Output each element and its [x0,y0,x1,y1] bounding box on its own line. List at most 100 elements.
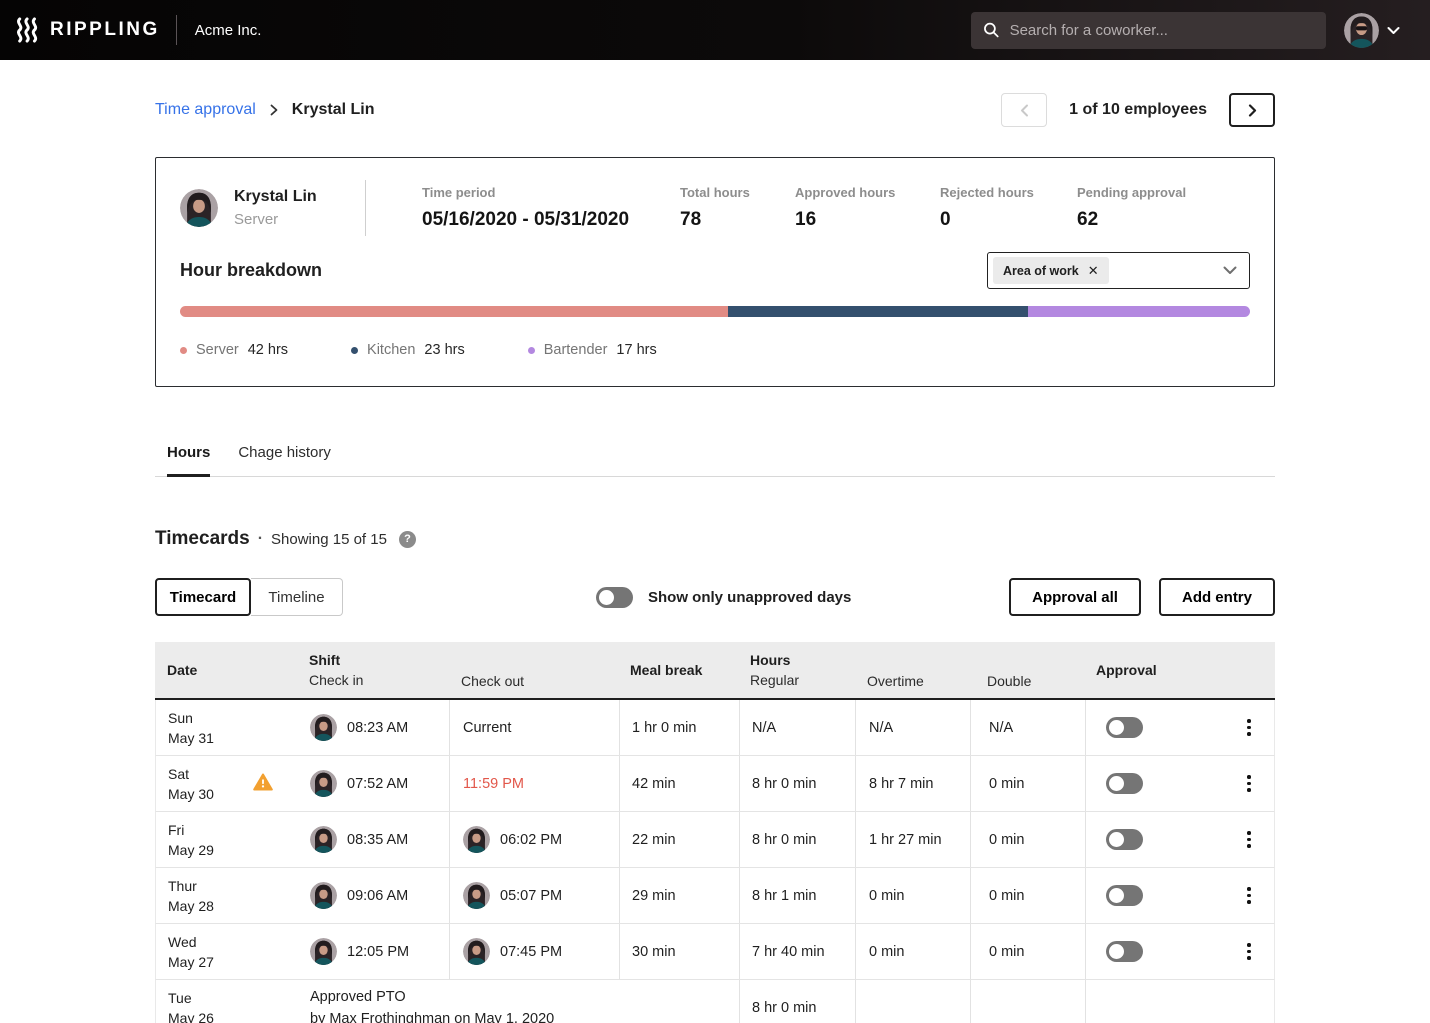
approval-toggle[interactable] [1106,885,1143,906]
check-out-time-alert: 11:59 PM [463,776,524,792]
approval-toggle[interactable] [1106,829,1143,850]
row-date: May 27 [168,954,214,970]
approval-all-button[interactable]: Approval all [1009,578,1141,616]
chevron-down-icon [1223,266,1237,275]
top-navigation-bar: RIPPLING Acme Inc. [0,0,1430,60]
brand-name: RIPPLING [50,19,160,41]
stat-value: 05/16/2020 - 05/31/2020 [422,209,680,231]
timecards-title: Timecards [155,528,250,550]
pto-detail: by Max Frothinghman on May 1, 2020 [310,1011,739,1023]
breadcrumb-chevron-icon [270,104,278,116]
search-input[interactable] [1010,22,1314,39]
double-hours: 0 min [989,888,1024,904]
pto-cell: Approved PTO by Max Frothinghman on May … [297,980,739,1023]
regular-hours: 7 hr 40 min [752,944,825,960]
bar-segment-bartender [1028,306,1250,317]
double-hours: 0 min [989,776,1024,792]
stat-label: Total hours [680,185,795,200]
double-hours: 0 min [989,944,1024,960]
kebab-icon[interactable] [1241,937,1257,966]
col-double: Double [987,673,1084,689]
check-out-time: 05:07 PM [500,888,562,904]
col-shift: Shift [309,652,448,668]
kebab-icon[interactable] [1241,713,1257,742]
col-meal-break: Meal break [630,662,738,678]
check-out-time: 06:02 PM [500,832,562,848]
regular-hours: 8 hr 0 min [752,832,816,848]
chevron-left-icon [1020,104,1029,117]
account-menu-chevron-down-icon[interactable] [1387,26,1400,35]
chevron-right-icon [1248,104,1257,117]
show-unapproved-toggle[interactable] [596,587,633,608]
check-in-time: 08:23 AM [347,720,408,736]
meal-break: 42 min [632,776,676,792]
row-date: May 26 [168,1010,214,1023]
col-date: Date [167,662,296,678]
previous-employee-button[interactable] [1001,93,1047,127]
stat-approved-hours: Approved hours 16 [795,185,940,231]
next-employee-button[interactable] [1229,93,1275,127]
legend-dot-server [180,347,187,354]
close-icon[interactable]: ✕ [1088,263,1099,279]
coworker-search[interactable] [971,12,1326,49]
col-approval: Approval [1096,662,1221,678]
add-entry-button[interactable]: Add entry [1159,578,1275,616]
tab-change-history[interactable]: Chage history [238,444,331,476]
kebab-icon[interactable] [1241,769,1257,798]
employee-name: Krystal Lin [234,186,317,208]
show-unapproved-label: Show only unapproved days [648,589,851,606]
user-avatar[interactable] [1344,13,1379,48]
tab-hours[interactable]: Hours [167,444,210,477]
approval-toggle[interactable] [1106,717,1143,738]
avatar [310,714,337,741]
col-overtime: Overtime [867,673,969,689]
area-of-work-filter-select[interactable]: Area of work ✕ [987,252,1250,289]
row-day: Tue [168,990,214,1006]
timecard-row: Sat May 30 07:52 AM 11:59 PM 42 min 8 hr… [155,756,1275,812]
stat-value: 78 [680,209,795,231]
warning-icon [253,773,273,795]
topbar-divider [176,15,177,45]
legend-value: 42 hrs [248,342,288,358]
approval-toggle[interactable] [1106,773,1143,794]
rippling-logo[interactable]: RIPPLING [16,16,160,44]
breadcrumb-time-approval-link[interactable]: Time approval [155,101,256,119]
avatar [310,770,337,797]
view-switcher: Timecard Timeline [155,578,343,616]
row-date: May 31 [168,730,214,746]
avatar [463,882,490,909]
meal-break: 29 min [632,888,676,904]
question-icon[interactable]: ? [399,531,416,548]
timecards-dot: · [258,530,263,548]
check-out-status: Current [463,720,511,736]
search-icon [983,21,1000,39]
overtime-hours: 1 hr 27 min [869,832,942,848]
timecards-table: Date Shift Check in Check out Meal break… [155,642,1275,1023]
col-regular: Regular [750,672,854,688]
stat-label: Pending approval [1077,185,1186,200]
legend-item-server: Server 42 hrs [180,342,288,358]
check-in-time: 08:35 AM [347,832,408,848]
avatar [463,826,490,853]
row-date: May 30 [168,786,214,802]
pager-label: 1 of 10 employees [1069,101,1207,119]
col-check-in: Check in [309,672,448,688]
legend-dot-kitchen [351,347,358,354]
avatar [310,882,337,909]
regular-hours: 8 hr 0 min [752,1000,816,1016]
timecards-count: Showing 15 of 15 [271,531,387,548]
legend-value: 23 hrs [424,342,464,358]
check-in-time: 12:05 PM [347,944,409,960]
row-day: Sun [168,710,214,726]
kebab-icon[interactable] [1241,825,1257,854]
timeline-view-button[interactable]: Timeline [251,578,343,616]
stat-label: Approved hours [795,185,940,200]
legend-dot-bartender [528,347,535,354]
legend-item-bartender: Bartender 17 hrs [528,342,657,358]
timecard-view-button[interactable]: Timecard [155,578,251,616]
col-check-out: Check out [461,673,618,689]
row-day: Wed [168,934,214,950]
approval-toggle[interactable] [1106,941,1143,962]
kebab-icon[interactable] [1241,881,1257,910]
card-divider [365,180,366,236]
